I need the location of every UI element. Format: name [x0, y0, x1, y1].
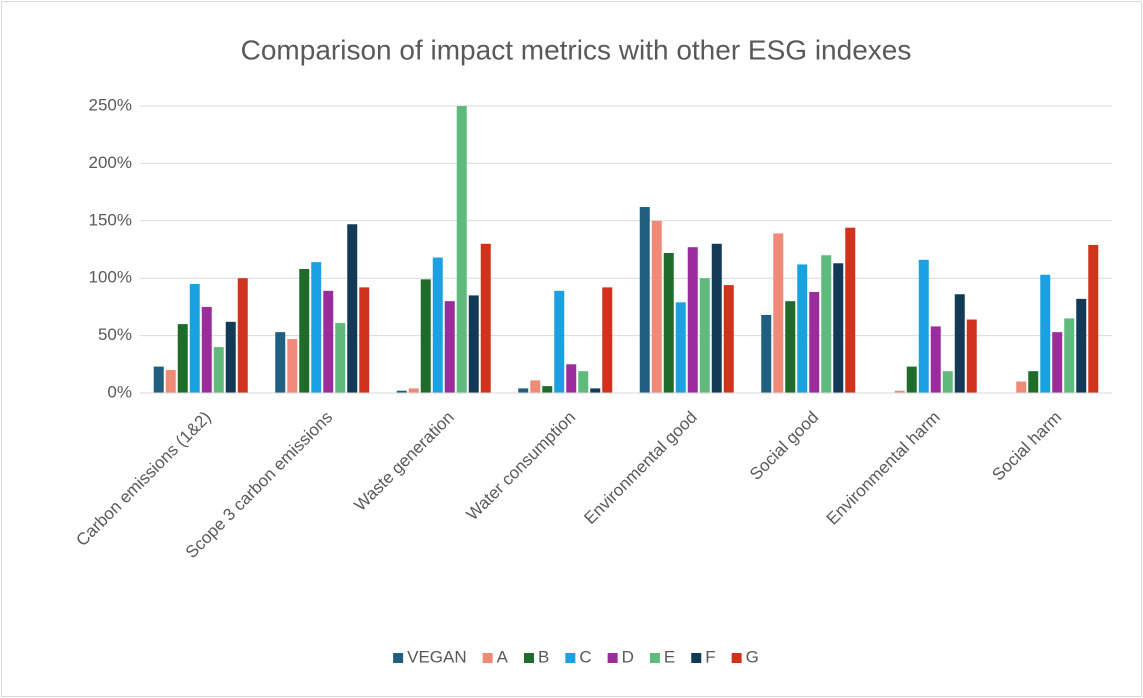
bar [1052, 332, 1063, 393]
bar [663, 252, 674, 393]
plot-bars [153, 106, 1099, 393]
bar [153, 366, 164, 393]
bar [1088, 244, 1099, 393]
bar [456, 106, 467, 393]
bar [845, 227, 856, 393]
bar [821, 255, 832, 393]
bar [432, 257, 443, 393]
bar [785, 301, 796, 393]
legend-swatch [482, 653, 493, 663]
bar [468, 295, 479, 393]
bar [773, 233, 784, 393]
legend-swatch [393, 653, 404, 663]
legend-swatch [731, 653, 742, 663]
legend-label: C [579, 647, 591, 666]
bar [165, 370, 176, 393]
chart-title: Comparison of impact metrics with other … [241, 34, 912, 65]
bar [906, 366, 917, 393]
bar [530, 380, 541, 393]
bar [542, 386, 553, 393]
legend-label: VEGAN [407, 647, 467, 666]
bar [323, 290, 334, 393]
y-tick-label: 100% [89, 268, 132, 287]
y-tick-label: 250% [89, 95, 132, 114]
bar [809, 291, 820, 393]
bar [335, 322, 346, 393]
bar [918, 259, 929, 393]
bar [1076, 298, 1087, 393]
bar [408, 388, 419, 393]
bar [518, 388, 529, 393]
bar [1040, 274, 1051, 393]
bar [954, 294, 965, 393]
bar [225, 321, 236, 393]
bar [566, 364, 577, 393]
bar [590, 388, 601, 393]
bar [651, 220, 662, 393]
legend-swatch [649, 653, 660, 663]
bar [578, 371, 589, 393]
bar [687, 247, 698, 393]
legend-label: B [538, 647, 549, 666]
bar [675, 302, 686, 393]
y-tick-label: 150% [89, 210, 132, 229]
legend-label: E [664, 647, 675, 666]
legend: VEGAN A B C D E F G [393, 647, 759, 666]
bar [942, 371, 953, 393]
legend-label: F [705, 647, 715, 666]
legend-swatch [607, 653, 618, 663]
bar [359, 287, 370, 393]
bar [396, 390, 407, 393]
bar [711, 243, 722, 393]
bar [699, 278, 710, 393]
bar [444, 301, 455, 393]
legend-swatch [691, 653, 702, 663]
bar [930, 326, 941, 393]
legend-swatch [524, 653, 534, 663]
bar [480, 243, 491, 393]
bar [237, 278, 248, 393]
bar [833, 263, 844, 393]
bar [894, 390, 905, 393]
bar [723, 285, 734, 393]
bar [639, 207, 650, 393]
bar [347, 224, 358, 393]
bar [966, 319, 977, 393]
bar [177, 324, 188, 393]
bar [311, 262, 322, 393]
y-tick-label: 50% [98, 325, 132, 344]
bar [287, 339, 298, 393]
bar [1064, 318, 1075, 393]
bar [213, 347, 224, 393]
bar [201, 306, 212, 393]
bar [275, 332, 286, 393]
y-tick-label: 200% [89, 153, 132, 172]
bar [1016, 381, 1027, 393]
legend-label: D [622, 647, 634, 666]
y-tick-label: 0% [107, 382, 132, 401]
legend-label: A [497, 647, 509, 666]
bar [1028, 371, 1039, 393]
bar [420, 279, 431, 393]
bar [189, 283, 200, 393]
bar [554, 290, 565, 393]
bar [299, 269, 310, 393]
legend-swatch [565, 653, 576, 663]
bar [797, 264, 808, 393]
bar [602, 287, 613, 393]
legend-label: G [746, 647, 759, 666]
bar [761, 314, 772, 393]
